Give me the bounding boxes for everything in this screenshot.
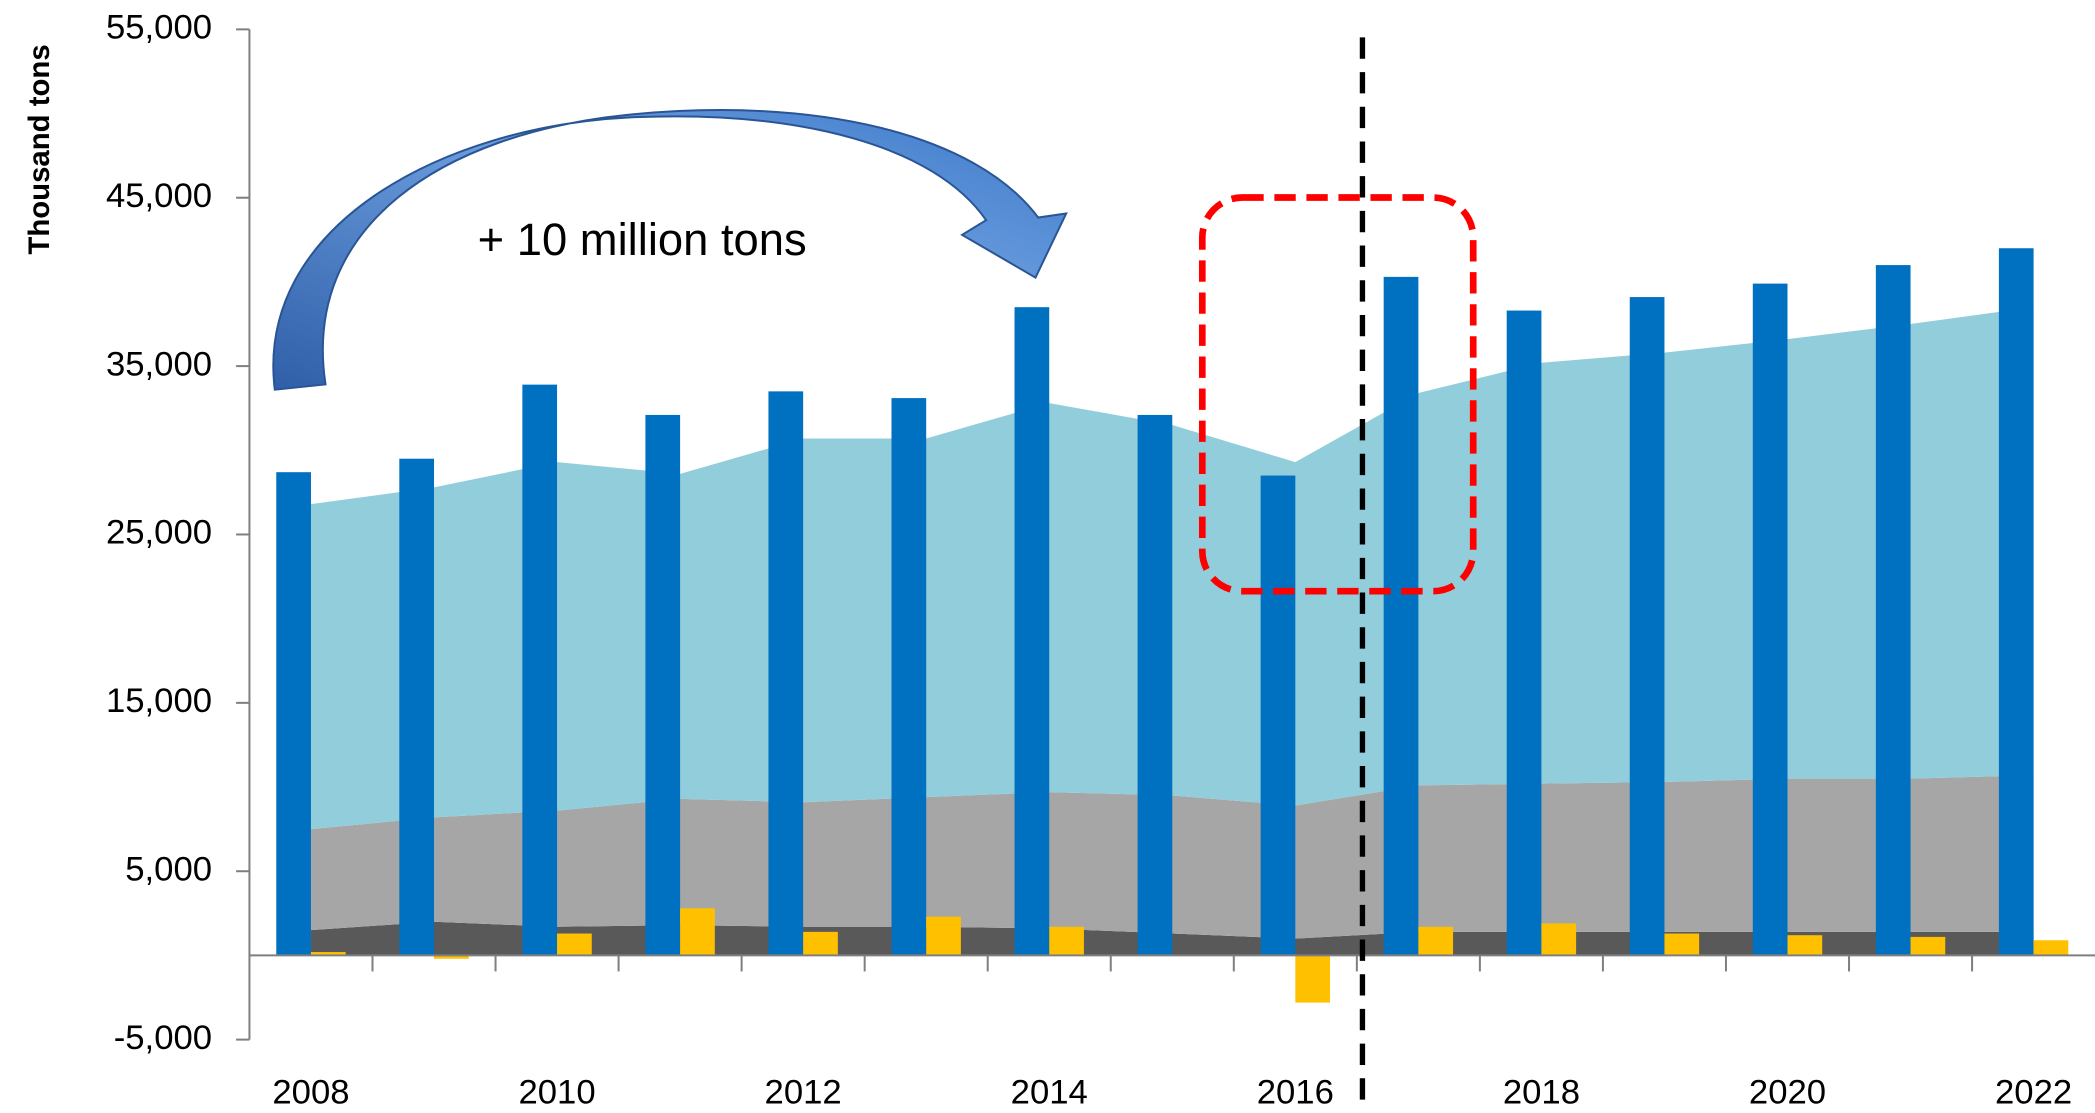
bar: [1015, 307, 1050, 955]
y-tick-label: 25,000: [106, 514, 212, 552]
bar: [1507, 311, 1542, 956]
bar: [557, 934, 592, 956]
bar: [2034, 940, 2069, 955]
y-tick-label: 5,000: [125, 850, 212, 888]
x-tick-label: 2022: [1995, 1073, 2072, 1111]
bar: [645, 415, 680, 955]
bar: [1384, 277, 1419, 956]
bar: [1753, 284, 1788, 956]
bar: [803, 932, 838, 956]
y-tick-label: 15,000: [106, 682, 212, 720]
bar: [1418, 927, 1453, 956]
bar: [680, 908, 715, 955]
y-tick-label: -5,000: [114, 1019, 212, 1057]
bar: [926, 917, 961, 956]
bar: [1049, 927, 1084, 956]
bar: [1876, 265, 1911, 955]
bar: [1138, 415, 1173, 955]
bar: [1664, 934, 1699, 956]
x-tick-label: 2018: [1503, 1073, 1580, 1111]
y-tick-label: 35,000: [106, 345, 212, 383]
x-tick-label: 2010: [518, 1073, 595, 1111]
bar: [1630, 297, 1665, 955]
bar: [1911, 937, 1946, 956]
x-tick-label: 2020: [1749, 1073, 1826, 1111]
x-tick-label: 2012: [765, 1073, 842, 1111]
x-tick-label: 2016: [1257, 1073, 1334, 1111]
bar: [1999, 248, 2034, 955]
y-tick-label: 45,000: [106, 177, 212, 215]
plot-area: -5,000 5,000 15,000 25,000 35,000 45,000 55,00…: [106, 9, 2095, 1112]
bar: [1787, 935, 1822, 955]
y-axis-label: Thousand tons: [23, 44, 56, 254]
annotation: + 10 million tons: [478, 214, 807, 265]
bar: [1261, 476, 1296, 956]
bar: [399, 459, 434, 956]
x-tick-label: 2014: [1011, 1073, 1088, 1111]
bar: [276, 472, 311, 955]
y-tick-label: 55,000: [106, 9, 212, 47]
x-tick-label: 2008: [272, 1073, 349, 1111]
bar: [1541, 923, 1576, 955]
chart: -5,000 5,000 15,000 25,000 35,000 45,000 55,00…: [0, 0, 2095, 1113]
bar: [768, 391, 803, 955]
bar: [522, 385, 557, 956]
bar: [891, 398, 926, 955]
bar: [1295, 955, 1330, 1002]
page: {"chart_data": { "type": "bar", "y_label…: [0, 0, 2095, 1113]
